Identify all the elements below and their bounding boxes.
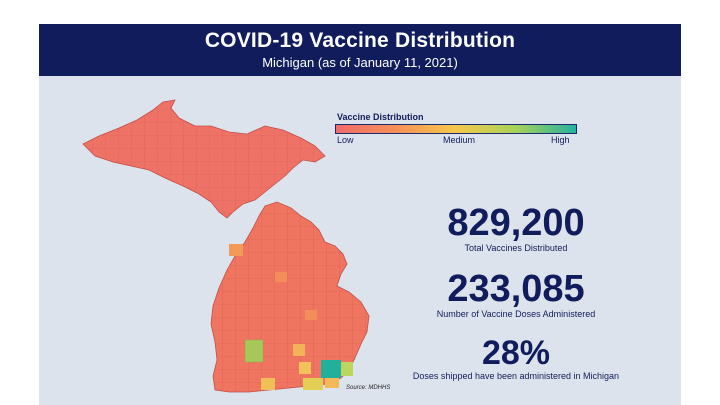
- map-legend: Vaccine Distribution Low Medium High: [335, 112, 580, 148]
- county-oakland: [321, 360, 341, 378]
- stat-percent-administered: 28% Doses shipped have been administered…: [381, 336, 651, 381]
- stat-label: Number of Vaccine Doses Administered: [436, 309, 596, 319]
- stat-doses-administered: 233,085 Number of Vaccine Doses Administ…: [391, 270, 641, 319]
- legend-high-label: High: [551, 135, 570, 145]
- page-title: COVID-19 Vaccine Distribution: [204, 29, 516, 52]
- legend-color-scale: [335, 124, 577, 134]
- county-kent: [244, 339, 264, 363]
- county-wayne: [325, 378, 339, 388]
- county-light-orange: [293, 344, 305, 356]
- county-ingham: [299, 362, 311, 374]
- county-washtenaw: [303, 378, 323, 390]
- county-yellow-sw: [261, 378, 275, 390]
- source-note: Source: MDHHS: [346, 385, 391, 391]
- page-subtitle: Michigan (as of January 11, 2021): [262, 55, 458, 70]
- michigan-county-map: [82, 99, 370, 393]
- header-banner: COVID-19 Vaccine Distribution Michigan (…: [39, 24, 681, 76]
- infographic-panel: COVID-19 Vaccine Distribution Michigan (…: [39, 24, 681, 405]
- legend-medium-label: Medium: [443, 135, 476, 145]
- county-medium-orange: [229, 244, 243, 256]
- stat-label: Total Vaccines Distributed: [464, 243, 568, 253]
- stat-label: Doses shipped have been administered in …: [412, 371, 620, 381]
- stat-value: 829,200: [447, 202, 585, 244]
- legend-low-label: Low: [337, 135, 354, 145]
- county-orange: [275, 272, 287, 282]
- stat-value: 233,085: [447, 268, 585, 310]
- county-orange-2: [305, 310, 317, 320]
- legend-title: Vaccine Distribution: [337, 112, 424, 122]
- stat-value: 28%: [481, 334, 551, 372]
- county-macomb: [341, 362, 353, 376]
- stat-total-distributed: 829,200 Total Vaccines Distributed: [411, 204, 621, 253]
